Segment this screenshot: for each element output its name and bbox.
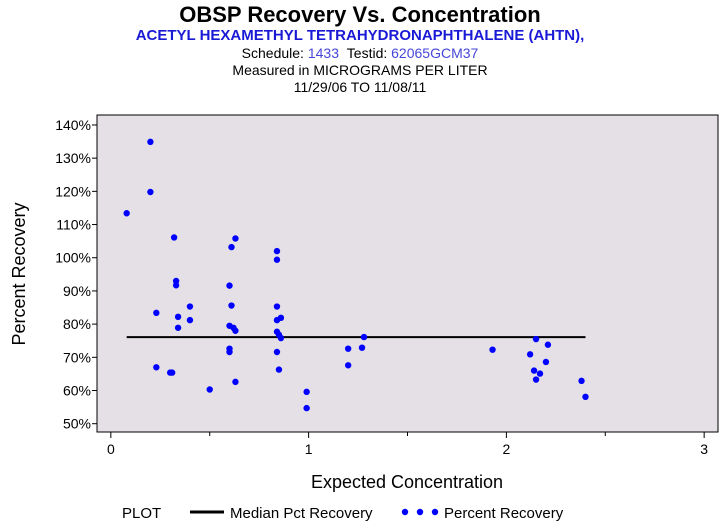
data-point — [526, 351, 534, 358]
chart-subtitle: ACETYL HEXAMETHYL TETRAHYDRONAPHTHALENE … — [135, 27, 585, 44]
plot-area — [96, 114, 719, 433]
y-tick-label: 90% — [63, 283, 91, 299]
y-tick-label: 60% — [63, 383, 91, 399]
data-point — [544, 341, 552, 348]
data-point — [303, 388, 310, 396]
y-tick-label: 140% — [55, 117, 91, 133]
data-point — [360, 333, 368, 341]
data-points — [123, 138, 589, 412]
schedule-value: 1433 — [307, 45, 339, 61]
data-point — [530, 367, 538, 374]
y-axis-label: Percent Recovery — [9, 202, 29, 345]
x-tick-label: 1 — [305, 441, 313, 457]
y-tick-label: 80% — [63, 316, 91, 332]
x-tick-label: 0 — [107, 441, 115, 457]
date-range: 11/29/06 TO 11/08/11 — [293, 79, 427, 95]
testid-label: Testid: — [346, 45, 388, 61]
data-point — [186, 303, 194, 310]
data-point — [170, 234, 178, 241]
data-point — [536, 370, 544, 377]
data-point — [232, 327, 239, 334]
data-point — [153, 309, 160, 317]
data-point — [174, 313, 182, 321]
data-point — [532, 335, 540, 343]
x-tick-label: 2 — [502, 441, 510, 457]
data-point — [174, 324, 182, 331]
data-point — [228, 302, 235, 309]
legend-plot-label: PLOT — [122, 505, 162, 522]
data-point — [344, 345, 352, 352]
data-point — [147, 138, 154, 146]
x-axis-label: Expected Concentration — [311, 472, 503, 492]
legend-points-label: Percent Recovery — [444, 505, 564, 522]
legend-dot — [416, 508, 424, 516]
y-tick-label: 130% — [55, 150, 91, 166]
data-point — [273, 348, 281, 356]
testid-value: 62065GCM37 — [391, 45, 479, 61]
data-point — [582, 393, 589, 401]
legend-points-swatch — [401, 508, 439, 516]
data-point — [489, 346, 496, 353]
data-point — [232, 235, 239, 242]
data-point — [232, 378, 239, 386]
data-point — [226, 282, 233, 289]
y-tick-label: 100% — [55, 250, 91, 266]
data-point — [206, 386, 213, 393]
data-point — [153, 364, 160, 371]
y-tick-label: 70% — [63, 349, 91, 365]
legend-dot — [431, 508, 439, 516]
legend-median-label: Median Pct Recovery — [230, 505, 373, 522]
y-tick-label: 110% — [56, 217, 91, 233]
y-axis: 50% 60% 70% 80% 90% 100% 110% 120% 130% 140% — [55, 117, 97, 432]
data-point — [273, 303, 281, 310]
legend-dot — [401, 508, 409, 516]
data-point — [578, 377, 585, 385]
data-point — [147, 188, 154, 196]
data-point — [303, 404, 310, 412]
data-point — [532, 376, 540, 383]
data-point — [168, 369, 176, 376]
data-point — [358, 344, 366, 351]
schedule-label: Schedule: — [241, 45, 304, 61]
x-axis: 0 1 2 3 — [107, 432, 708, 457]
x-tick-label: 3 — [700, 441, 708, 457]
data-point — [228, 243, 235, 251]
data-point — [273, 256, 281, 263]
data-point — [123, 210, 130, 217]
data-point — [172, 282, 180, 289]
chart-title: OBSP Recovery Vs. Concentration — [179, 2, 541, 27]
data-point — [273, 247, 281, 255]
data-point — [277, 314, 285, 322]
data-point — [186, 316, 194, 324]
schedule-line: Schedule: 1433 Testid: 62065GCM37 — [0, 45, 720, 61]
y-tick-label: 50% — [63, 416, 91, 432]
y-tick-label: 120% — [55, 183, 91, 199]
data-point — [277, 334, 285, 342]
data-point — [344, 362, 352, 369]
data-point — [226, 348, 233, 356]
data-point — [275, 366, 283, 373]
data-point — [542, 358, 550, 366]
measured-units: MICROGRAMS PER LITER — [313, 62, 488, 78]
measured-label: Measured in — [232, 62, 310, 78]
units-line: Measured in MICROGRAMS PER LITER — [0, 62, 720, 78]
